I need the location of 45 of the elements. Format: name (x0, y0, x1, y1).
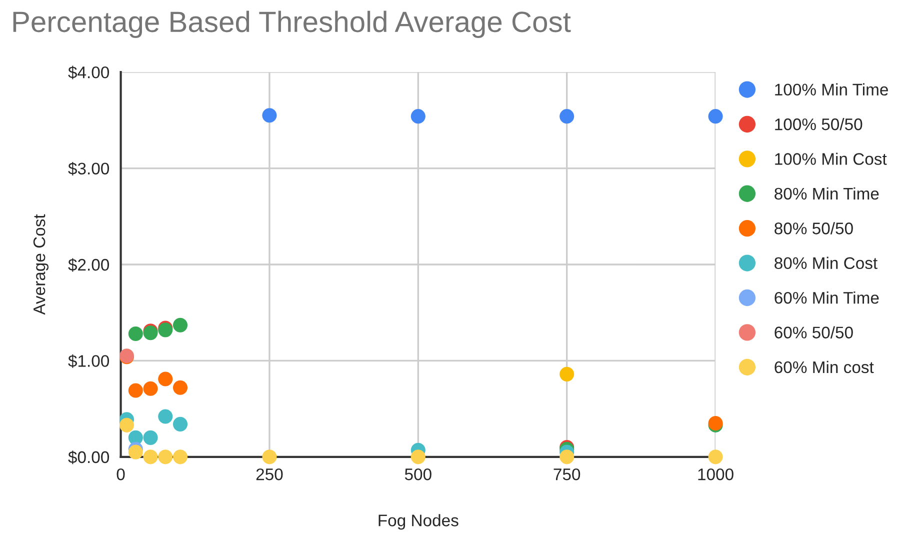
legend-label: 80% 50/50 (774, 222, 853, 234)
point (158, 372, 173, 386)
y-axis-title: Average Cost (33, 214, 49, 315)
point (128, 444, 143, 460)
point (172, 416, 188, 432)
legend-label: 100% Min Time (775, 83, 888, 96)
legend-label: 80% Min Cost (774, 256, 878, 270)
y-tick-label: $2.00 (68, 258, 110, 272)
point (143, 381, 158, 396)
chart-title: Percentage Based Threshold Average Cost (13, 10, 571, 38)
point (708, 450, 723, 464)
point (560, 450, 574, 464)
point (410, 109, 426, 124)
legend-label: 100% Min Cost (775, 152, 887, 165)
point (172, 380, 188, 395)
point (128, 383, 143, 398)
point (560, 109, 574, 124)
point (708, 109, 723, 124)
point (262, 450, 277, 464)
x-tick-label: 0 (116, 468, 125, 480)
point (560, 366, 574, 382)
point (158, 409, 173, 424)
y-tick-label: $4.00 (68, 66, 110, 80)
legend-label: 100% 50/50 (775, 118, 862, 130)
point (128, 326, 143, 342)
legend-label: 60% Min cost (774, 360, 874, 374)
legend-label: 80% Min Time (774, 187, 879, 200)
point (119, 418, 134, 432)
x-tick-label: 1000 (698, 468, 734, 480)
x-tick-label: 500 (404, 468, 432, 480)
point (262, 108, 277, 123)
point (143, 450, 158, 464)
y-tick-label: $0.00 (68, 450, 110, 464)
y-tick-label: $1.00 (68, 354, 110, 368)
legend-label: 60% Min Time (774, 292, 879, 304)
x-tick-label: 750 (554, 468, 580, 480)
point (172, 318, 188, 332)
y-tick-label: $3.00 (68, 162, 110, 176)
point (172, 450, 188, 464)
point (410, 450, 426, 464)
point (158, 450, 173, 464)
point (143, 430, 158, 445)
x-axis-title: Fog Nodes (378, 514, 458, 530)
legend-label: 60% 50/50 (774, 326, 853, 338)
x-tick-label: 250 (256, 468, 283, 480)
